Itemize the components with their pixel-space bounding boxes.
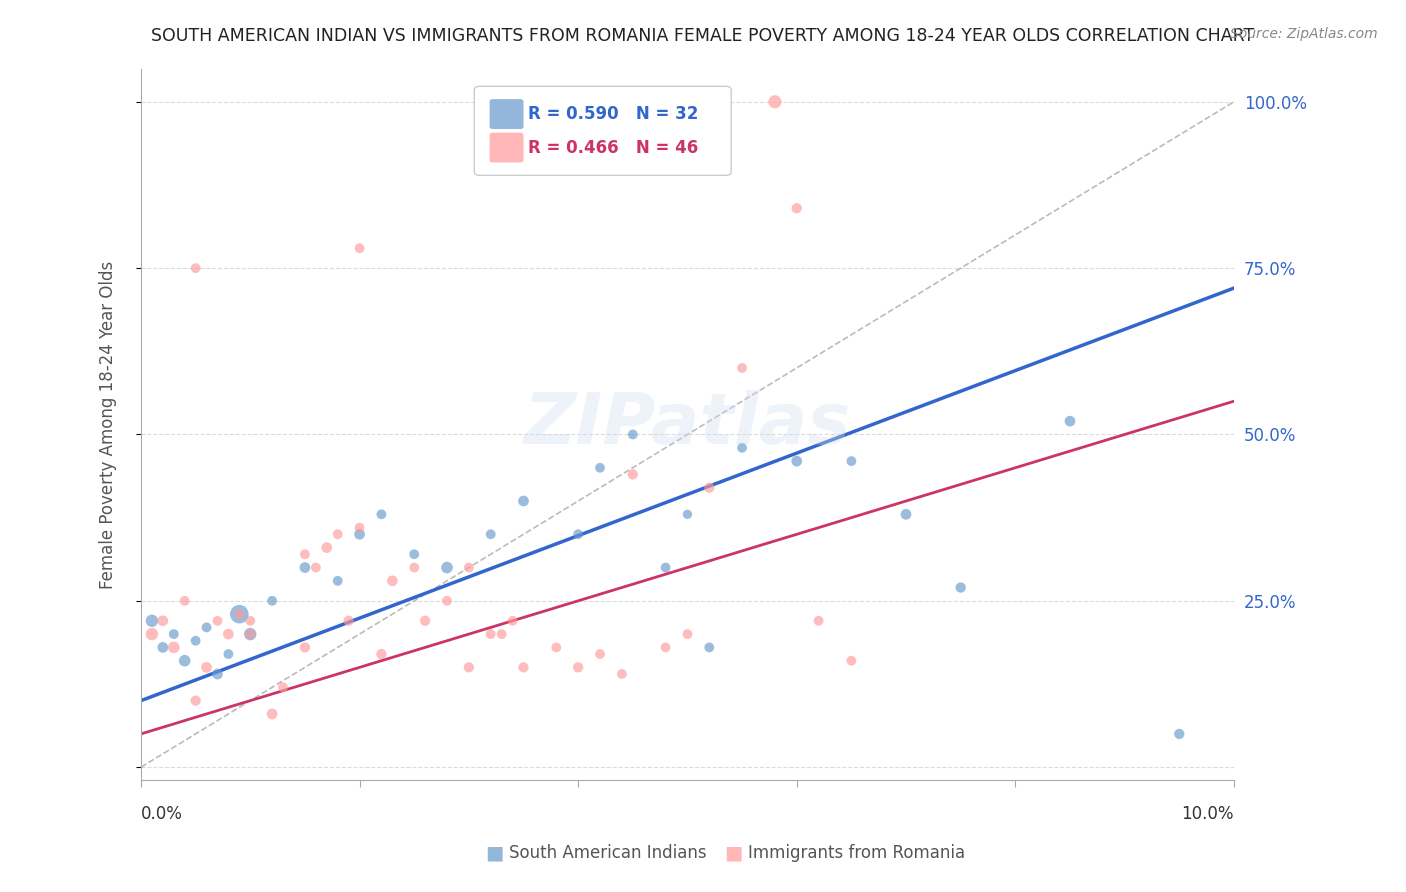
Point [731,441,754,455]
Point [731,360,754,375]
Point [589,647,612,661]
Point [326,527,349,541]
Point [173,594,195,608]
Text: R = 0.466   N = 46: R = 0.466 N = 46 [527,138,699,157]
FancyBboxPatch shape [474,87,731,176]
Point [207,614,229,628]
Point [949,581,972,595]
Point [1168,727,1191,741]
Point [239,627,262,641]
Point [184,633,207,648]
Point [457,660,479,674]
Point [315,541,337,555]
Point [786,454,808,468]
Point [610,667,633,681]
Point [457,560,479,574]
Point [141,627,163,641]
Point [141,614,163,628]
Point [349,241,371,255]
Point [479,527,502,541]
Point [207,667,229,681]
Text: South American Indians: South American Indians [509,844,707,862]
Point [228,607,250,621]
Point [621,427,644,442]
Point [163,627,186,641]
Point [305,560,328,574]
Text: Source: ZipAtlas.com: Source: ZipAtlas.com [1230,27,1378,41]
Point [163,640,186,655]
Point [786,201,808,215]
Point [697,640,720,655]
Point [654,640,676,655]
Point [228,607,250,621]
Text: Immigrants from Romania: Immigrants from Romania [748,844,965,862]
Point [841,454,863,468]
Point [326,574,349,588]
Point [404,560,426,574]
Point [271,681,294,695]
Point [697,481,720,495]
Point [621,467,644,482]
Point [349,521,371,535]
Point [173,654,195,668]
Point [479,627,502,641]
Text: ZIPatlas: ZIPatlas [524,390,851,459]
Point [654,560,676,574]
FancyBboxPatch shape [489,133,523,162]
Point [512,494,534,508]
Point [512,660,534,674]
Point [184,693,207,707]
Point [195,620,218,634]
Point [381,574,404,588]
Point [502,614,524,628]
Point [262,594,284,608]
Point [239,627,262,641]
Point [676,627,699,641]
Point [184,261,207,276]
FancyBboxPatch shape [489,99,523,129]
Point [217,647,239,661]
Point [763,95,786,109]
Text: 10.0%: 10.0% [1181,805,1234,823]
Point [567,660,589,674]
Point [152,640,174,655]
Point [841,654,863,668]
Point [239,614,262,628]
Point [589,460,612,475]
Point [436,560,458,574]
Point [404,547,426,561]
Point [262,706,284,721]
Point [349,527,371,541]
Point [807,614,830,628]
Point [370,647,392,661]
Point [436,594,458,608]
Y-axis label: Female Poverty Among 18-24 Year Olds: Female Poverty Among 18-24 Year Olds [100,260,117,589]
Point [567,527,589,541]
Point [294,640,316,655]
Point [294,560,316,574]
Text: SOUTH AMERICAN INDIAN VS IMMIGRANTS FROM ROMANIA FEMALE POVERTY AMONG 18-24 YEAR: SOUTH AMERICAN INDIAN VS IMMIGRANTS FROM… [152,27,1254,45]
Point [337,614,360,628]
Text: 0.0%: 0.0% [141,805,183,823]
Point [152,614,174,628]
Point [894,508,917,522]
Point [676,508,699,522]
Text: R = 0.590   N = 32: R = 0.590 N = 32 [527,105,699,123]
Point [413,614,436,628]
Point [370,508,392,522]
Point [217,627,239,641]
Point [491,627,513,641]
Text: ■: ■ [485,843,505,862]
Point [546,640,568,655]
Point [294,547,316,561]
Text: ■: ■ [724,843,744,862]
Point [1059,414,1081,428]
Point [195,660,218,674]
